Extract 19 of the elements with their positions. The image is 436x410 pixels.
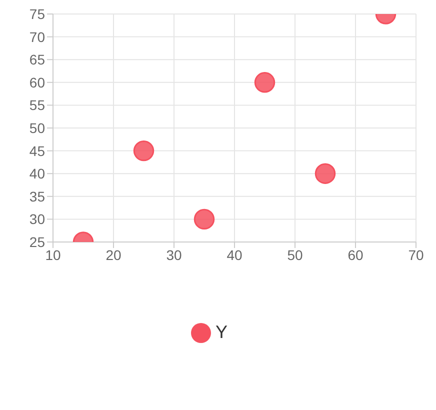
y-tick-label: 30 — [29, 211, 46, 228]
y-tick-label: 70 — [29, 28, 46, 45]
x-tick-label: 20 — [106, 246, 122, 263]
y-tick-label: 40 — [29, 166, 46, 182]
y-tick-label: 45 — [29, 142, 46, 159]
y-tick-label: 60 — [29, 74, 46, 90]
y-tick-label: 55 — [29, 97, 46, 114]
x-tick-label: 30 — [166, 246, 182, 263]
y-tick-label: 50 — [29, 120, 46, 136]
legend-label: Y — [215, 322, 228, 342]
x-tick-label: 50 — [287, 246, 303, 263]
x-tick-label: 40 — [226, 246, 242, 263]
x-tick-label: 60 — [348, 246, 364, 263]
x-tick-label: 10 — [45, 246, 61, 263]
y-tick-label: 75 — [29, 6, 46, 22]
y-tick-label: 65 — [29, 52, 46, 68]
y-tick-label: 25 — [29, 234, 46, 250]
x-tick-label: 70 — [408, 246, 424, 263]
y-tick-label: 35 — [29, 188, 46, 204]
